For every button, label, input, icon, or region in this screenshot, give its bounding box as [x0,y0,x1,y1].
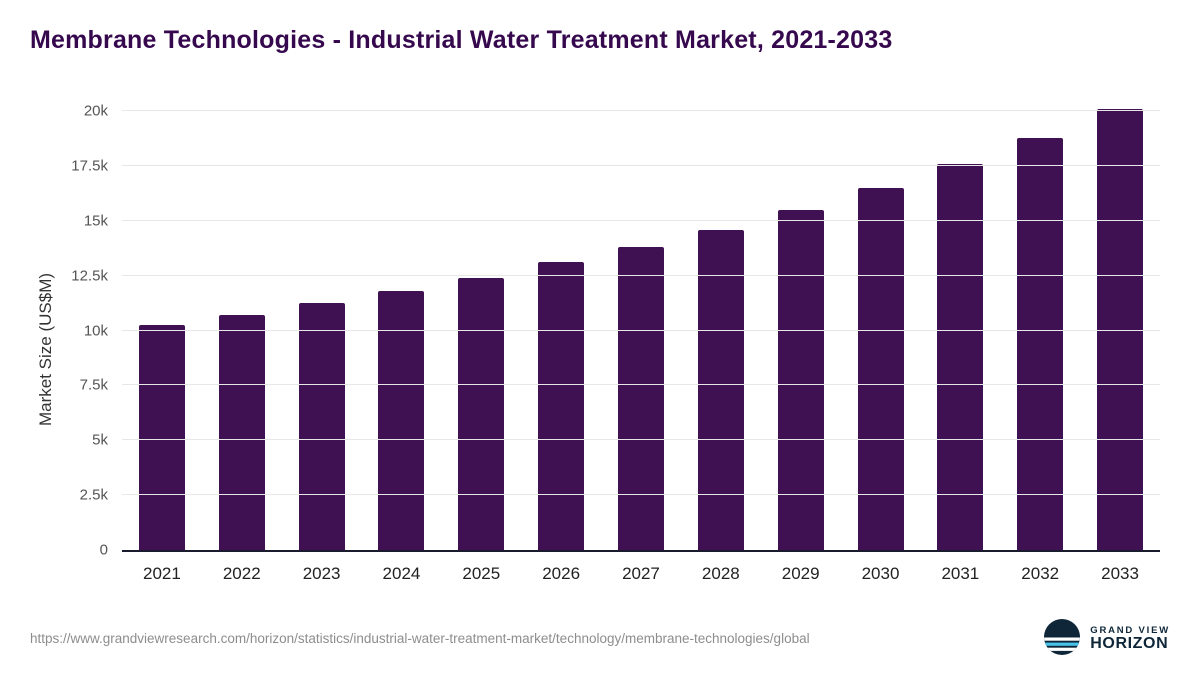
x-tick-label-2029: 2029 [781,564,820,583]
bar-slot [521,100,601,550]
source-url: https://www.grandviewresearch.com/horizo… [30,631,810,647]
bar-2030 [857,187,904,550]
brand-text: GRAND VIEW HORIZON [1090,626,1170,653]
x-tick-label-2030: 2030 [861,564,900,583]
bar-2027 [617,247,664,550]
bar-slot [601,100,681,550]
bar-2021 [138,325,185,550]
brand-logo: GRAND VIEW HORIZON [1043,618,1170,661]
x-tick-label-2026: 2026 [542,564,581,583]
x-tick-label-2028: 2028 [701,564,740,583]
y-tick-label: 17.5k [71,157,108,175]
bar-slot [920,100,1000,550]
bar-2031 [937,163,984,550]
bar-slot [841,100,921,550]
x-tick-label-2023: 2023 [302,564,341,583]
bar-2032 [1017,138,1064,550]
bar-slot [362,100,442,550]
x-tick-label-2027: 2027 [622,564,660,583]
bar-2022 [218,315,265,550]
gridline [122,494,1160,496]
bar-2029 [777,209,824,550]
bar-2025 [458,277,505,550]
x-tick-label-2031: 2031 [941,564,980,583]
y-tick-label: 2.5k [79,486,108,504]
y-tick-label: 20k [83,102,108,120]
gridline [122,219,1160,221]
y-axis-title: Market Size (US$M) [36,272,55,426]
gridline [122,164,1160,166]
chart: Market Size (US$M) 0 2.5k 5k 7.5k 10k 12.5k 15… [0,100,1200,584]
brand-name-bottom: HORIZON [1090,635,1169,653]
bar-2026 [538,262,585,550]
gridline [122,384,1160,386]
x-tick-label-2032: 2032 [1021,564,1060,583]
x-tick-label-2033: 2033 [1101,564,1139,583]
gridline [122,109,1160,111]
bar-2028 [697,229,744,550]
bar-slot [681,100,761,550]
bar-2023 [298,303,345,550]
page-title: Membrane Technologies - Industrial Water… [30,26,893,54]
brand-name-top: GRAND VIEW [1090,625,1170,637]
y-tick-label: 0 [99,541,108,559]
footer: https://www.grandviewresearch.com/horizo… [30,618,1170,661]
x-axis: 2021 2022 2023 2024 2025 2026 2027 2028 2029 2030… [122,552,1160,584]
plot-area: 0 2.5k 5k 7.5k 10k 12.5k 15k 17.5k 20k [71,100,1160,559]
bar-slot [122,100,202,550]
gridline [122,329,1160,331]
bar-slot [282,100,362,550]
bar-slot [1000,100,1080,550]
gridline [122,274,1160,276]
bar-slot [441,100,521,550]
y-tick-label: 10k [83,322,108,339]
horizon-logo-icon [1043,618,1081,661]
x-tick-label-2024: 2024 [382,564,421,583]
gridline [122,439,1160,441]
bar-slot [1080,100,1160,550]
y-tick-label: 7.5k [79,376,108,394]
bar-2033 [1097,108,1144,550]
x-tick-label-2025: 2025 [462,564,501,583]
x-tick-label-2022: 2022 [222,564,261,583]
x-tick-label-2021: 2021 [143,564,181,583]
bar-slot [202,100,282,550]
bars-container [122,100,1160,550]
y-tick-label: 15k [83,212,108,230]
bar-slot [761,100,841,550]
bar-2024 [378,290,425,550]
y-tick-label: 12.5k [71,267,108,285]
y-tick-label: 5k [92,431,108,449]
